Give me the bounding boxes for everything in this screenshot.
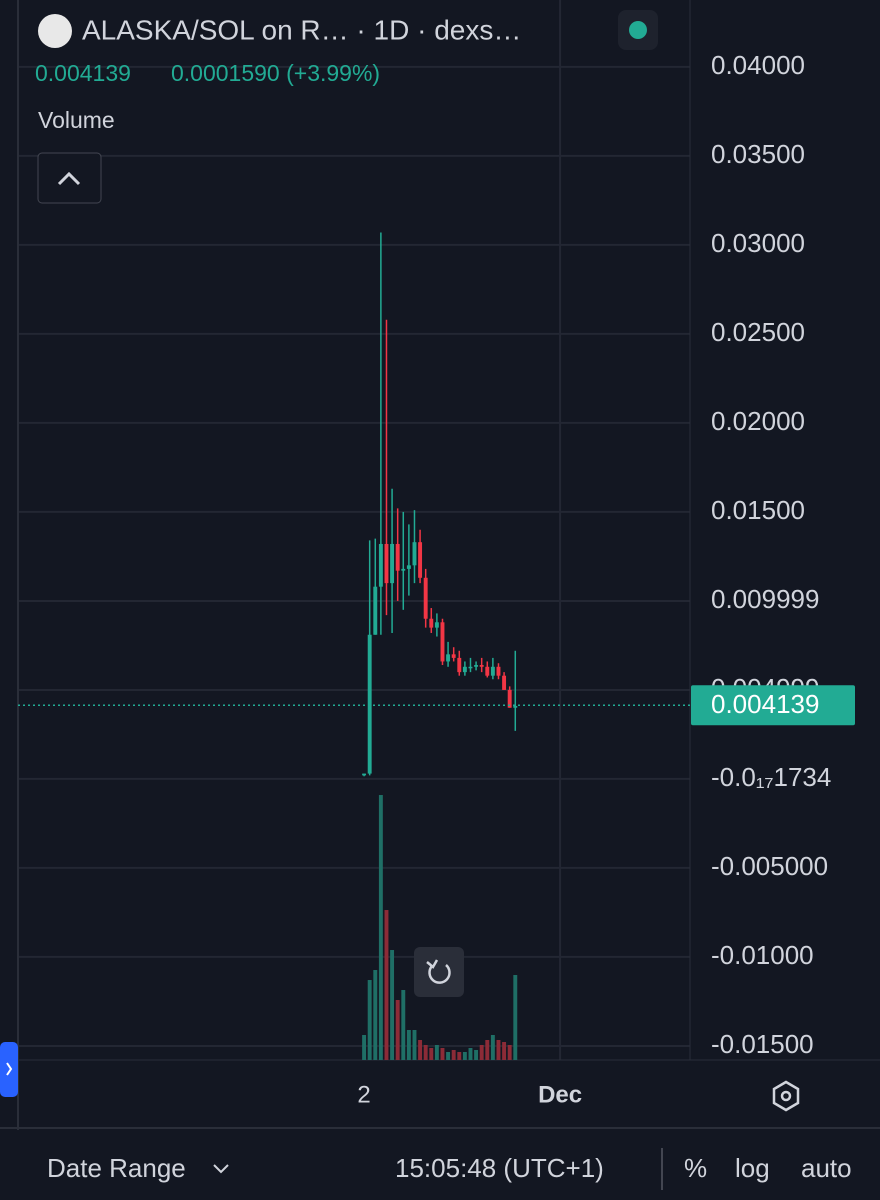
candle-body	[507, 689, 512, 708]
candle-body	[429, 618, 434, 628]
y-tick-label: -0.005000	[711, 851, 828, 881]
settings-icon[interactable]	[772, 1080, 800, 1112]
candle-body	[434, 622, 439, 628]
volume-bar	[479, 1045, 484, 1060]
volume-label: Volume	[38, 107, 115, 133]
y-tick-label: 0.009999	[711, 584, 819, 614]
change: 0.0001590 (+3.99%)	[171, 60, 380, 86]
y-tick-label: -0.01000	[711, 940, 814, 970]
candle-body	[423, 577, 428, 619]
y-tick-label: -0.01500	[711, 1029, 814, 1059]
settings-icon-center	[780, 1090, 792, 1102]
candle-body	[440, 622, 445, 662]
candle-body	[502, 675, 507, 690]
candle-body	[384, 543, 389, 584]
volume-bar	[485, 1040, 490, 1060]
candle-body	[373, 586, 378, 635]
volume-bar	[406, 1030, 411, 1060]
volume-bar	[367, 980, 372, 1060]
volume-bar	[373, 970, 378, 1060]
last-price-box	[691, 685, 855, 726]
volume-bar	[429, 1048, 434, 1060]
y-tick-label: 0.01500	[711, 495, 805, 525]
collapse-button[interactable]	[37, 152, 102, 204]
candle-body	[468, 666, 473, 669]
volume-bar	[490, 1035, 495, 1060]
candle-body	[367, 634, 372, 774]
candle-body	[406, 565, 411, 569]
chevron-up-icon	[57, 171, 81, 186]
y-tick-label: 0.04000	[711, 50, 805, 80]
x-tick-label: Dec	[538, 1081, 582, 1108]
side-toggle[interactable]	[0, 1042, 18, 1097]
volume-bar	[362, 1035, 367, 1060]
candle-body	[490, 666, 495, 676]
y-tick-label: 0.03500	[711, 139, 805, 169]
date-range-button[interactable]: Date Range	[47, 1153, 186, 1183]
clock: 15:05:48 (UTC+1)	[395, 1153, 604, 1183]
percent-button[interactable]: %	[684, 1153, 707, 1183]
volume-bar	[434, 1045, 439, 1060]
volume-bar	[418, 1040, 423, 1060]
x-tick-label: 2	[357, 1081, 370, 1108]
auto-button[interactable]: auto	[801, 1153, 852, 1183]
volume-bar	[423, 1045, 428, 1060]
volume-bar	[468, 1048, 473, 1060]
volume-bar	[507, 1045, 512, 1060]
candle-body	[474, 665, 479, 667]
candle-body	[412, 542, 417, 566]
side-toggle-icon	[6, 1062, 13, 1076]
volume-bar	[384, 910, 389, 1060]
candle-body	[378, 543, 383, 587]
reset-icon	[428, 964, 451, 984]
volume-bar	[446, 1052, 451, 1060]
token-icon	[38, 14, 72, 48]
y-tick-label: 0.02000	[711, 406, 805, 436]
candle-body	[451, 654, 456, 658]
dropdown-icon	[213, 1164, 229, 1174]
candle-body	[395, 543, 400, 571]
volume-bar	[502, 1042, 507, 1060]
candle-body	[418, 542, 423, 578]
candle-body	[496, 666, 501, 676]
candle-body	[401, 568, 406, 571]
symbol-title[interactable]: ALASKA/SOL on R… · 1D · dexs…	[82, 14, 521, 45]
y-tick-label: 0.03000	[711, 228, 805, 258]
volume-bar	[395, 1000, 400, 1060]
last-price-label: 0.004139	[711, 689, 819, 719]
volume-bar	[474, 1050, 479, 1060]
reset-icon-arrow	[426, 959, 439, 969]
log-button[interactable]: log	[735, 1153, 770, 1183]
volume-bar	[440, 1048, 445, 1060]
candle-body	[390, 543, 395, 584]
last-value: 0.004139	[35, 60, 131, 86]
volume-bar	[378, 795, 383, 1060]
candle-body	[462, 666, 467, 673]
reset-button[interactable]	[414, 947, 464, 997]
volume-bar	[462, 1052, 467, 1060]
candle-body	[446, 654, 451, 662]
candle-body	[362, 773, 367, 776]
volume-bar	[457, 1052, 462, 1060]
candle-body	[513, 705, 518, 708]
candle-body	[479, 665, 484, 667]
candle-body	[485, 666, 490, 676]
y-tick-label: -0.0₁₇1734	[711, 762, 831, 792]
status-dot	[629, 21, 647, 39]
volume-bar	[401, 990, 406, 1060]
volume-bar	[412, 1030, 417, 1060]
volume-bar	[390, 950, 395, 1060]
y-tick-label: 0.02500	[711, 317, 805, 347]
volume-bar	[496, 1040, 501, 1060]
candle-body	[457, 657, 462, 673]
volume-bar	[513, 975, 518, 1060]
volume-bar	[451, 1050, 456, 1060]
